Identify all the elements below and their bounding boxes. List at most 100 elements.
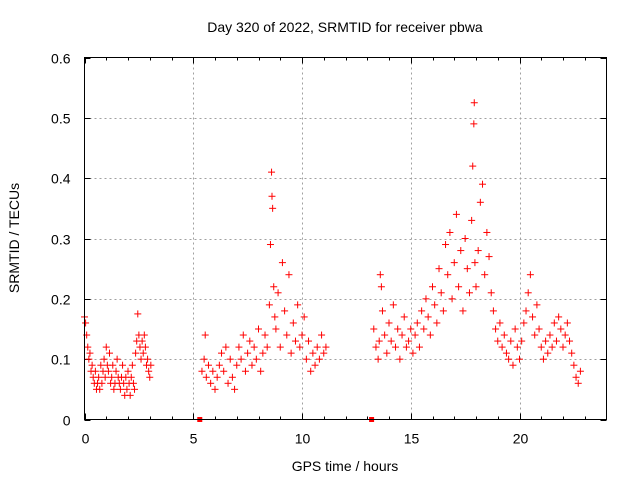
data-point — [500, 331, 508, 339]
data-point — [374, 355, 382, 363]
data-point — [255, 325, 262, 333]
data-point — [481, 271, 489, 279]
data-point — [413, 319, 421, 327]
data-point — [119, 361, 127, 369]
data-point — [257, 367, 265, 375]
x-tick-label: 15 — [404, 431, 420, 447]
x-axis: 0 5 10 15 20 — [82, 57, 586, 447]
data-point — [252, 355, 260, 363]
data-point — [269, 204, 277, 212]
data-point — [144, 355, 152, 363]
x-tick-label: 0 — [82, 431, 90, 447]
data-point — [435, 265, 443, 273]
data-point — [132, 349, 140, 357]
data-point — [146, 373, 154, 381]
data-point — [320, 349, 328, 357]
data-point — [233, 361, 241, 369]
data-point — [537, 343, 545, 351]
data-point — [529, 313, 537, 321]
data-point — [126, 391, 134, 399]
data-point — [376, 271, 384, 279]
data-point — [261, 331, 269, 339]
data-point — [568, 349, 576, 357]
data-point — [570, 361, 578, 369]
data-point — [265, 301, 273, 309]
data-point — [448, 295, 456, 303]
data-point — [415, 343, 423, 351]
data-point — [542, 337, 550, 345]
data-point — [516, 355, 523, 363]
data-point — [563, 319, 571, 327]
data-point — [268, 192, 276, 200]
data-point — [418, 307, 426, 315]
data-point — [318, 331, 326, 339]
data-point — [402, 343, 410, 351]
data-point — [109, 361, 117, 369]
data-point — [442, 241, 450, 249]
data-point — [479, 180, 487, 188]
data-point — [204, 361, 212, 369]
data-point — [463, 265, 471, 273]
data-point — [274, 289, 282, 297]
data-point — [455, 283, 463, 291]
data-point — [372, 343, 380, 351]
data-point — [457, 247, 465, 255]
data-point — [108, 373, 116, 381]
data-point — [104, 367, 112, 375]
y-tick-label: 0 — [63, 413, 71, 429]
data-point — [383, 349, 391, 357]
data-point — [465, 289, 473, 297]
data-point — [539, 355, 547, 363]
data-point — [576, 367, 584, 375]
data-point — [492, 325, 500, 333]
y-axis-label: SRMTID / TECUs — [6, 183, 22, 293]
data-point — [385, 319, 393, 327]
data-point — [298, 331, 306, 339]
data-point — [302, 355, 310, 363]
data-point — [86, 349, 94, 357]
data-point — [147, 361, 155, 369]
data-point — [522, 307, 530, 315]
data-point — [431, 301, 439, 309]
data-point — [311, 361, 319, 369]
data-point — [439, 307, 447, 315]
data-point — [559, 343, 567, 351]
data-point — [300, 313, 308, 321]
data-point — [411, 331, 419, 339]
data-point — [409, 349, 417, 357]
data-point — [574, 379, 582, 387]
data-point — [461, 235, 469, 242]
data-point — [468, 216, 476, 224]
data-point — [100, 355, 108, 363]
data-point — [220, 367, 228, 375]
data-point — [123, 385, 131, 393]
data-point — [281, 307, 289, 315]
data-point — [469, 162, 477, 170]
data-point — [429, 283, 436, 291]
data-point — [550, 319, 558, 327]
data-point — [237, 355, 245, 363]
data-point — [209, 367, 217, 375]
data-point — [452, 210, 460, 218]
data-point — [201, 331, 209, 339]
data-point — [424, 313, 432, 321]
data-point — [470, 120, 478, 128]
data-point — [239, 331, 247, 339]
data-point — [131, 385, 139, 393]
data-point — [555, 313, 563, 321]
y-tick-label: 0.4 — [51, 171, 71, 187]
data-point — [112, 367, 120, 375]
data-point — [444, 271, 452, 279]
data-point — [266, 241, 274, 249]
data-point — [246, 337, 254, 345]
data-point — [222, 343, 230, 351]
data-point — [218, 349, 226, 357]
data-point — [270, 283, 278, 291]
grid-lines — [84, 57, 607, 420]
data-point — [116, 385, 124, 393]
y-tick-label: 0.5 — [51, 111, 71, 127]
data-point — [276, 343, 284, 351]
data-point — [102, 343, 110, 351]
data-point — [450, 259, 458, 267]
data-point — [278, 259, 286, 267]
